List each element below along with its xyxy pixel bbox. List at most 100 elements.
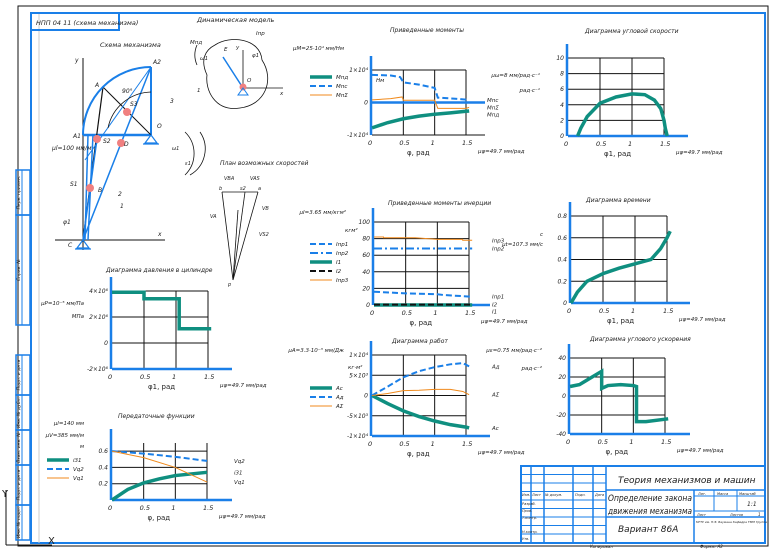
x-tick-label: 1 xyxy=(172,373,176,381)
x-tick-label: 1 xyxy=(431,440,435,448)
x-axis-label: φ, рад xyxy=(606,448,629,456)
joint-dot xyxy=(117,139,125,147)
tb-mass: Масса xyxy=(717,492,728,496)
legend-label: Mпс xyxy=(336,84,347,90)
chart-title: Диаграмма времени xyxy=(585,197,651,204)
tb-role: Т.контр. xyxy=(522,516,537,520)
mechanism-label-C: C xyxy=(68,242,73,249)
x-tick-label: 1.5 xyxy=(462,139,472,147)
x-tick-label: 1 xyxy=(171,504,175,512)
x-axis-label: φ, рад xyxy=(407,450,430,458)
tb-header: Лист xyxy=(531,493,542,497)
side-stamp-subcell xyxy=(21,429,31,466)
velocity-label: a xyxy=(258,186,261,192)
title-block-frame xyxy=(520,465,766,544)
velocity-vector xyxy=(221,191,234,281)
velocity-vector xyxy=(232,191,246,281)
velocity-vector xyxy=(232,191,259,281)
side-stamp-subcell xyxy=(21,214,31,326)
y-unit-label: м xyxy=(80,444,84,450)
x-tick-label: 0.5 xyxy=(596,140,606,148)
chart-title: Диаграмма давления в цилиндре xyxy=(105,267,213,274)
tb-sheets: Листов xyxy=(729,513,743,517)
series-end-label: Iпр2 xyxy=(492,247,505,253)
y-tick-label: -20 xyxy=(556,412,566,419)
pivot-support-icon xyxy=(75,239,91,250)
x-tick-label: 0.5 xyxy=(399,440,409,448)
x-tick-label: 0 xyxy=(368,139,372,147)
side-stamp-subcell xyxy=(21,504,31,541)
y-unit-label: кгм² xyxy=(345,227,358,234)
y-tick-label: 0 xyxy=(562,393,566,400)
series-end-label: Mпд xyxy=(487,112,499,118)
link-ext xyxy=(84,66,152,161)
y-tick-label: 2 xyxy=(560,117,564,124)
series-end-label: Aд xyxy=(491,364,500,370)
y-tick-label: 10 xyxy=(556,55,564,62)
tb-variant: Вариант 86А xyxy=(618,525,678,535)
velocity-label: b xyxy=(219,186,222,192)
series-Vq2 xyxy=(111,450,208,462)
x-tick-label: 1 xyxy=(431,139,435,147)
velocity-plan-title: План возможных скоростей xyxy=(220,160,309,167)
series-Iпр3 xyxy=(374,236,473,241)
series-Vq1 xyxy=(111,450,208,483)
chart-title: Приведенные моменты xyxy=(390,27,464,34)
series-MпΣ xyxy=(371,96,470,109)
y-tick-label: -2×10⁶ xyxy=(87,366,109,373)
x-tick-label: 0.5 xyxy=(140,373,150,381)
tb-format: Формат A2 xyxy=(700,544,723,549)
velocity-label: VAS xyxy=(250,176,261,182)
series-end-label: Mпс xyxy=(487,98,498,104)
series-Aд xyxy=(371,362,470,397)
y-tick-label: 4 xyxy=(560,102,564,109)
angle-arc xyxy=(107,91,152,129)
dm-label-one: 1 xyxy=(197,88,201,94)
y-unit-label: кг·м² xyxy=(348,364,363,371)
dm-pivot-dot xyxy=(239,83,247,91)
series-end-label: i31 xyxy=(234,470,243,476)
mechanism-label-n2: 2 xyxy=(118,191,122,198)
y-tick-label: 4×10⁶ xyxy=(89,288,108,295)
side-stamp-subcell xyxy=(21,394,31,431)
series-end-label: MпΣ xyxy=(487,105,499,111)
series-P xyxy=(112,290,212,331)
omega-arrow-icon xyxy=(184,131,195,176)
y-tick-label: 40 xyxy=(558,355,566,362)
tb-role: Н.контр. xyxy=(522,530,538,534)
x-axis-label: φ1, рад xyxy=(607,317,634,325)
legend-label: Vq2 xyxy=(73,467,84,473)
x-tick-label: 1 xyxy=(629,438,633,446)
mechanism-label-angle: 90° xyxy=(122,88,133,95)
chart-title: Диаграмма работ xyxy=(391,338,448,345)
omega-label: ω1 xyxy=(172,146,179,152)
legend-label: AΣ xyxy=(335,404,344,410)
y-unit-label: с xyxy=(540,232,543,238)
x-tick-label: 0 xyxy=(567,307,571,315)
tb-scale-label: Масштаб xyxy=(739,492,756,496)
legend-label: Vq1 xyxy=(73,476,84,482)
extra-scale-label: μl=140 мм xyxy=(53,421,84,427)
mechanism-label-A2: A2 xyxy=(152,59,161,66)
tb-doc-title-2: движения механизма xyxy=(607,507,692,517)
mechanism-scheme: Схема механизма A A1 A2 O D S1 S2 S3 B Cx y φ1 90° 1 2 3… xyxy=(51,41,206,250)
series-t xyxy=(569,230,672,304)
velocity-plan: План возможных скоростей VBA VAS b s2 a VA VB VS… xyxy=(210,160,309,288)
dm-label-E: E xyxy=(224,47,228,53)
dm-label-phi: φ1 xyxy=(252,53,259,59)
svg-text:Y: Y xyxy=(1,489,9,500)
chart-title: Диаграмма углового ускорения xyxy=(589,336,691,343)
y-tick-label: -1×10⁴ xyxy=(347,433,369,440)
mechanism-label-n3: 3 xyxy=(170,98,174,105)
x-tick-label: 1.5 xyxy=(204,373,214,381)
y-tick-label: 1×10⁴ xyxy=(349,352,368,359)
tb-role: Разраб. xyxy=(522,502,536,506)
velocity-label: s2 xyxy=(240,186,246,192)
x-scale-label: μφ=49.7 мм/рад xyxy=(678,317,726,323)
series-end-label: I1 xyxy=(492,310,497,316)
x-scale-label: μφ=49.7 мм/рад xyxy=(477,450,525,456)
x-tick-label: 0.5 xyxy=(140,504,150,512)
link-c-a2 xyxy=(82,66,152,241)
